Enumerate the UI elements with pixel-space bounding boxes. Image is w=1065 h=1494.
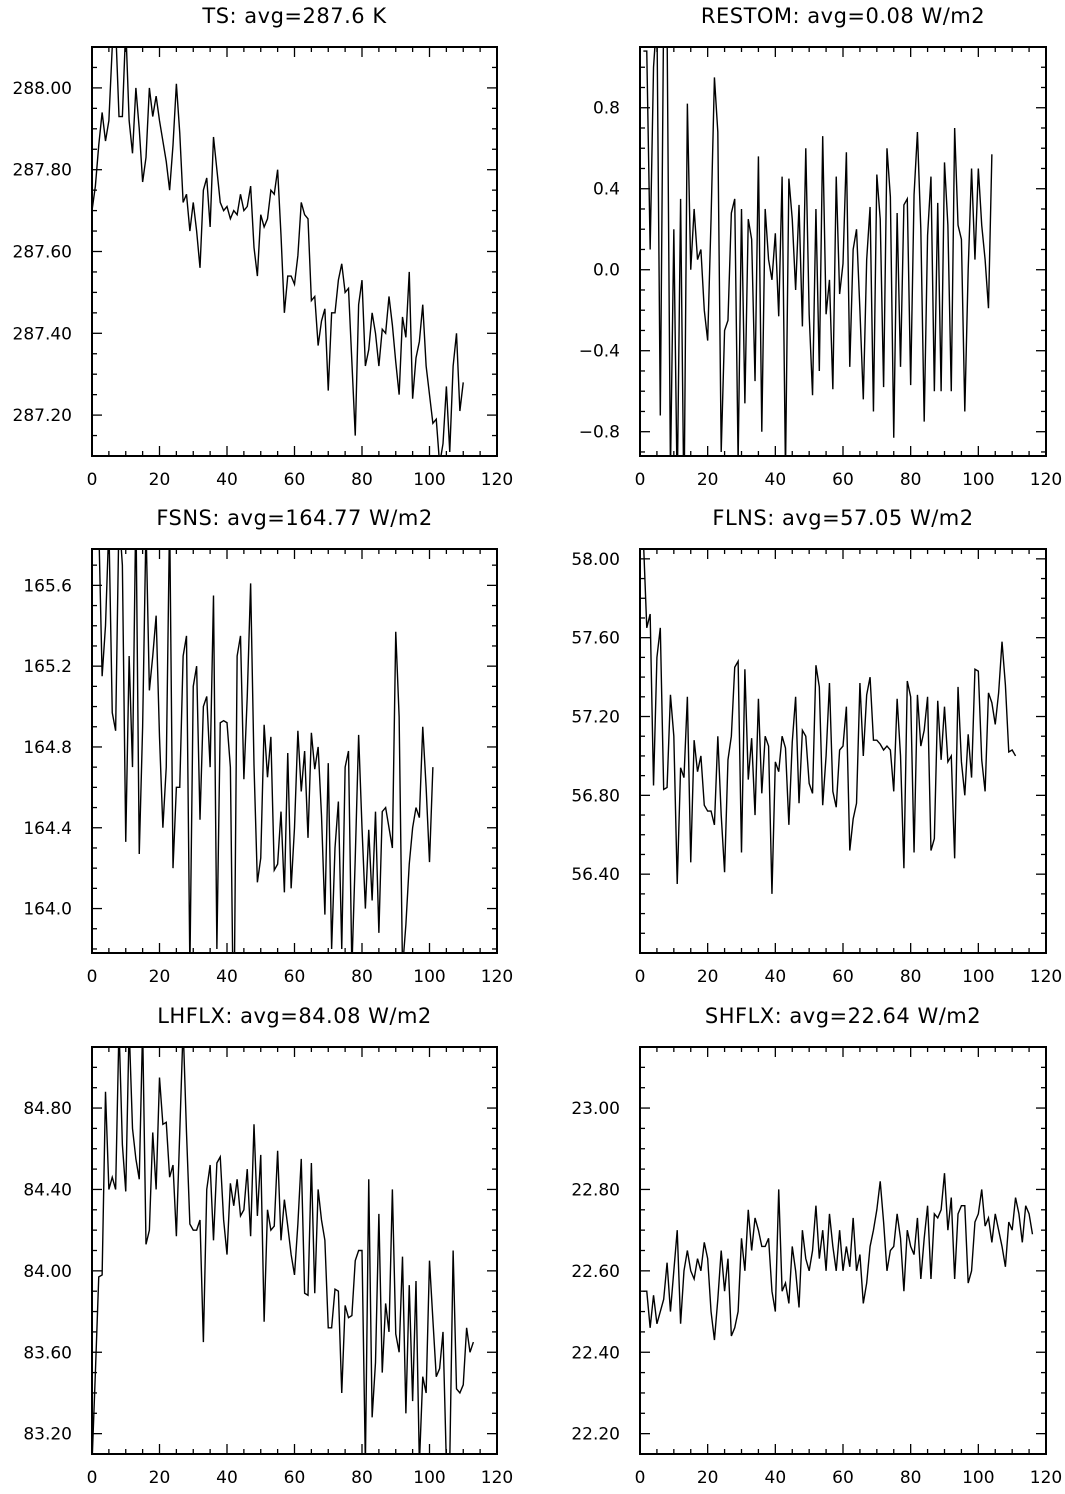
panel-title: RESTOM: avg=0.08 W/m2 [701, 4, 985, 28]
x-tick-label: 20 [149, 470, 171, 490]
x-tick-label: 100 [413, 470, 445, 490]
x-tick-label: 60 [284, 470, 306, 490]
x-tick-label: 60 [832, 470, 854, 490]
plot-frame [639, 548, 1047, 954]
x-tick-label: 40 [765, 470, 787, 490]
panel-title: SHFLX: avg=22.64 W/m2 [705, 1004, 981, 1028]
plot-frame [639, 1046, 1047, 1455]
x-tick-label: 80 [351, 967, 373, 987]
series-line [643, 47, 993, 456]
x-tick-label: 80 [900, 1468, 922, 1488]
x-tick-label: 60 [284, 967, 306, 987]
x-tick-label: 40 [765, 967, 787, 987]
y-tick-label: 287.20 [13, 406, 72, 426]
y-tick-label: 84.40 [23, 1180, 72, 1200]
x-tick-label: 80 [351, 1468, 373, 1488]
panel-6: SHFLX: avg=22.64 W/m2 0 20 40 60 80 100 120 22.2… [571, 1004, 1062, 1488]
y-tick-label: 0.0 [593, 261, 620, 281]
y-tick-label: 84.00 [23, 1262, 72, 1282]
y-tick-label: 83.20 [23, 1425, 72, 1445]
y-tick-label: −0.8 [579, 423, 620, 443]
x-tick-label: 20 [697, 967, 719, 987]
y-tick-label: 165.2 [23, 657, 72, 677]
x-tick-label: 40 [216, 967, 238, 987]
y-tick-label: 58.00 [571, 550, 620, 570]
x-tick-label: 120 [481, 470, 513, 490]
y-tick-label: 57.20 [571, 708, 620, 728]
x-tick-label: 20 [149, 967, 171, 987]
y-tick-label: 0.8 [593, 99, 620, 119]
x-tick-label: 40 [216, 1468, 238, 1488]
y-tick-label: 56.40 [571, 865, 620, 885]
panel-1: TS: avg=287.6 K 0 20 40 60 80 100 120 287.20 287.… [13, 4, 514, 490]
y-tick-label: 287.80 [13, 161, 72, 181]
x-tick-label: 120 [1030, 1468, 1062, 1488]
x-tick-label: 20 [149, 1468, 171, 1488]
x-tick-label: 120 [481, 967, 513, 987]
series-line [643, 549, 1017, 894]
x-tick-label: 60 [832, 1468, 854, 1488]
y-tick-label: 287.40 [13, 324, 72, 344]
series-line [92, 1047, 475, 1454]
x-tick-label: 100 [962, 1468, 994, 1488]
y-tick-label: 23.00 [571, 1099, 620, 1119]
panel-title: FLNS: avg=57.05 W/m2 [712, 506, 973, 530]
y-tick-label: 22.20 [571, 1425, 620, 1445]
x-tick-label: 0 [87, 967, 98, 987]
plot-frame [91, 548, 498, 954]
y-tick-label: 287.60 [13, 243, 72, 263]
y-tick-label: 56.80 [571, 786, 620, 806]
panel-5: LHFLX: avg=84.08 W/m2 0 20 40 60 80 100 120 83.2… [23, 1004, 513, 1488]
x-tick-label: 80 [351, 470, 373, 490]
y-tick-label: −0.4 [579, 342, 620, 362]
panel-title: TS: avg=287.6 K [201, 4, 387, 28]
x-tick-label: 60 [284, 1468, 306, 1488]
x-tick-label: 100 [413, 1468, 445, 1488]
y-tick-label: 0.4 [593, 180, 620, 200]
x-tick-label: 80 [900, 470, 922, 490]
y-tick-label: 164.8 [23, 738, 72, 758]
y-tick-label: 22.60 [571, 1262, 620, 1282]
plot-frame [91, 1046, 498, 1455]
x-tick-label: 0 [87, 470, 98, 490]
y-tick-label: 164.0 [23, 900, 72, 920]
x-tick-label: 20 [697, 1468, 719, 1488]
x-tick-label: 100 [962, 967, 994, 987]
x-tick-label: 40 [765, 1468, 787, 1488]
x-tick-label: 80 [900, 967, 922, 987]
y-tick-label: 84.80 [23, 1099, 72, 1119]
series-line [92, 47, 464, 456]
x-tick-label: 0 [87, 1468, 98, 1488]
x-tick-label: 120 [481, 1468, 513, 1488]
y-tick-label: 22.80 [571, 1180, 620, 1200]
y-tick-label: 164.4 [23, 819, 72, 839]
series-line [98, 549, 434, 953]
y-tick-label: 22.40 [571, 1343, 620, 1363]
x-tick-label: 120 [1030, 967, 1062, 987]
x-tick-label: 100 [413, 967, 445, 987]
x-tick-label: 40 [216, 470, 238, 490]
x-tick-label: 0 [635, 967, 646, 987]
y-tick-label: 83.60 [23, 1343, 72, 1363]
panel-3: FSNS: avg=164.77 W/m2 0 20 40 60 80 100 120 164.… [23, 506, 513, 987]
x-tick-label: 120 [1030, 470, 1062, 490]
panel-title: FSNS: avg=164.77 W/m2 [156, 506, 432, 530]
panel-2: RESTOM: avg=0.08 W/m2 0 20 40 60 80 100 120 −0.8… [579, 4, 1063, 490]
plot-frame [91, 46, 498, 457]
series-line [643, 1173, 1034, 1341]
y-tick-label: 288.00 [13, 79, 72, 99]
x-tick-label: 0 [635, 470, 646, 490]
y-tick-label: 57.60 [571, 629, 620, 649]
x-tick-label: 0 [635, 1468, 646, 1488]
y-tick-label: 165.6 [23, 576, 72, 596]
x-tick-label: 100 [962, 470, 994, 490]
panel-title: LHFLX: avg=84.08 W/m2 [157, 1004, 432, 1028]
x-tick-label: 60 [832, 967, 854, 987]
x-tick-label: 20 [697, 470, 719, 490]
panel-4: FLNS: avg=57.05 W/m2 0 20 40 60 80 100 120 56.40… [571, 506, 1062, 987]
